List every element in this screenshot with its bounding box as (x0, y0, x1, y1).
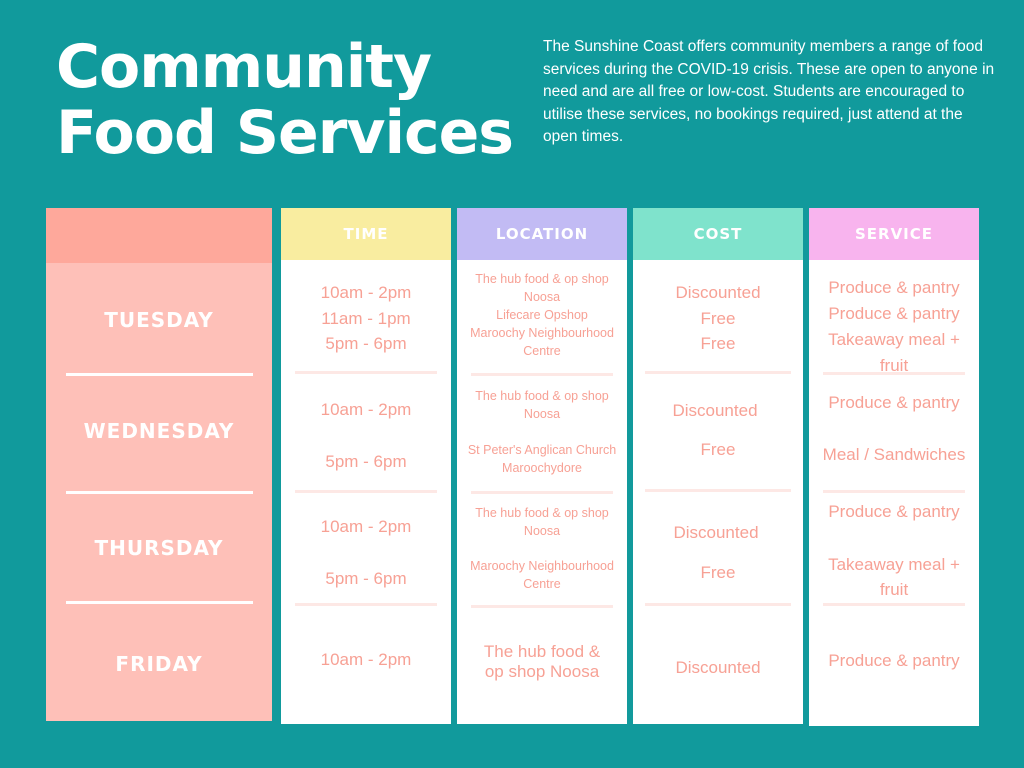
service-cell: Takeaway meal + (828, 555, 960, 574)
title-line-2: Food Services (56, 98, 514, 168)
location-cell: Maroochydore (502, 461, 582, 475)
location-cell: The hub food & op shop (475, 389, 609, 403)
time-column: TIME 10am - 2pm 11am - 1pm 5pm - 6pm 10a… (281, 208, 451, 724)
cost-cell: Discounted (675, 658, 761, 677)
row-divider (823, 490, 965, 493)
time-header: TIME (281, 208, 451, 260)
service-cell: fruit (879, 580, 909, 599)
cost-header: COST (633, 208, 803, 260)
row-divider (295, 490, 437, 493)
row-divider (471, 605, 613, 608)
time-cell: 11am - 1pm (321, 309, 411, 328)
day-divider (66, 373, 253, 376)
location-cell: Centre (523, 344, 561, 358)
day-column-header (46, 208, 272, 263)
location-cell: Noosa (523, 407, 561, 421)
day-label-friday: FRIDAY (115, 652, 203, 676)
row-divider (471, 373, 613, 376)
location-cell: Lifecare Opshop (496, 308, 588, 322)
location-cell: The hub food & (483, 642, 601, 661)
row-divider (295, 603, 437, 606)
location-cell: op shop Noosa (484, 662, 600, 681)
location-cell: Maroochy Neighbourhood (470, 326, 614, 340)
service-cell: fruit (879, 356, 909, 375)
cost-cell: Discounted (672, 401, 758, 420)
day-label-thursday: THURSDAY (94, 536, 224, 560)
time-cell: 10am - 2pm (320, 283, 412, 302)
time-cell: 10am - 2pm (320, 650, 412, 669)
day-label-wednesday: WEDNESDAY (83, 419, 235, 443)
service-cell: Produce & pantry (828, 393, 960, 412)
time-cell: 10am - 2pm (320, 400, 412, 419)
intro-text: The Sunshine Coast offers community memb… (543, 38, 995, 145)
row-divider (295, 371, 437, 374)
day-column: TUESDAY WEDNESDAY THURSDAY FRIDAY (46, 208, 272, 721)
page-title: Community Food Services (56, 32, 514, 168)
location-column: LOCATION The hub food & op shop Noosa Li… (457, 208, 627, 724)
service-cell: Produce & pantry (828, 278, 960, 297)
title-line-1: Community (56, 32, 432, 102)
day-divider (66, 601, 253, 604)
service-column: SERVICE Produce & pantry Produce & pantr… (809, 208, 979, 726)
day-label-tuesday: TUESDAY (104, 308, 214, 332)
location-cell: The hub food & op shop (475, 272, 609, 286)
location-cell: Noosa (523, 290, 561, 304)
cost-column: COST Discounted Free Free Discounted Fre… (633, 208, 803, 724)
cost-cell: Free (700, 309, 736, 328)
service-cell: Meal / Sandwiches (822, 445, 966, 464)
location-header: LOCATION (457, 208, 627, 260)
service-cell: Produce & pantry (828, 651, 960, 670)
cost-cell: Free (700, 563, 736, 582)
location-cell: Noosa (523, 524, 561, 538)
cost-cell: Free (700, 440, 736, 459)
location-cell: Maroochy Neighbourhood (470, 559, 614, 573)
location-cell: The hub food & op shop (475, 506, 609, 520)
row-divider (645, 489, 791, 492)
location-cell: St Peter's Anglican Church (467, 443, 617, 457)
service-cell: Produce & pantry (828, 304, 960, 323)
cost-cell: Discounted (675, 283, 761, 302)
time-cell: 5pm - 6pm (325, 569, 407, 588)
time-cell: 5pm - 6pm (325, 334, 407, 353)
cost-cell: Free (700, 334, 736, 353)
service-header: SERVICE (809, 208, 979, 260)
row-divider (823, 603, 965, 606)
row-divider (823, 372, 965, 375)
service-cell: Produce & pantry (828, 502, 960, 521)
row-divider (645, 603, 791, 606)
time-cell: 10am - 2pm (320, 517, 412, 536)
row-divider (645, 371, 791, 374)
cost-cell: Discounted (673, 523, 759, 542)
time-cell: 5pm - 6pm (325, 452, 407, 471)
day-divider (66, 491, 253, 494)
location-cell: Centre (523, 577, 561, 591)
row-divider (471, 491, 613, 494)
service-cell: Takeaway meal + (828, 330, 960, 349)
